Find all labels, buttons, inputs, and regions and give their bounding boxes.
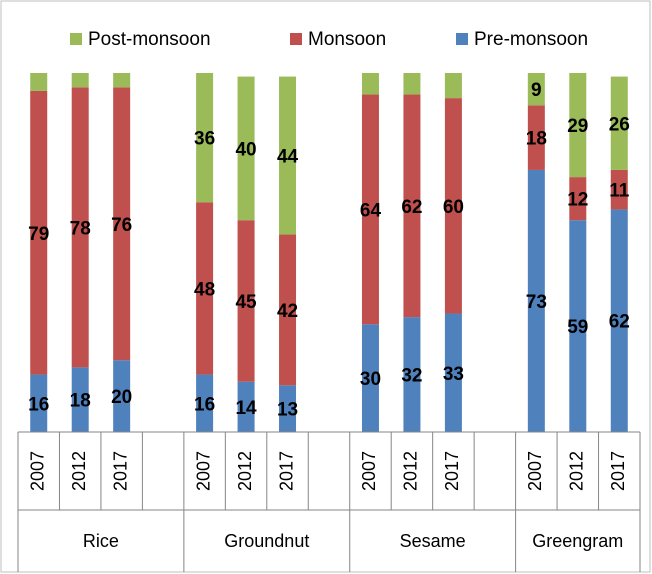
data-label: 40: [235, 139, 256, 160]
data-label: 42: [277, 301, 298, 322]
bar-segment: [113, 73, 131, 88]
legend-swatch: [456, 33, 468, 45]
x-tick-label: 2007: [193, 451, 213, 491]
data-label: 9: [531, 80, 542, 101]
data-label: 62: [609, 312, 630, 333]
data-label: 20: [111, 387, 132, 408]
x-tick-label: 2017: [608, 451, 628, 491]
legend-label: Monsoon: [308, 29, 386, 50]
bar-segment: [237, 76, 255, 221]
bar-segment: [30, 73, 48, 91]
data-label: 64: [360, 200, 382, 221]
data-label: 48: [194, 279, 215, 300]
bar-segment: [444, 98, 462, 314]
data-label: 14: [235, 398, 257, 419]
x-tick-label: 2007: [359, 451, 379, 491]
bar-segment: [569, 73, 587, 178]
legend-swatch: [70, 33, 82, 45]
legend-label: Post-monsoon: [88, 29, 211, 50]
bar-segment: [527, 169, 545, 432]
bar-segment: [569, 220, 587, 432]
group-label: Groundnut: [224, 531, 309, 551]
bar-segment: [361, 324, 379, 432]
bar-segment: [610, 209, 628, 432]
data-label: 44: [277, 147, 299, 168]
bar-segment: [610, 169, 628, 210]
group-label: Rice: [83, 531, 119, 551]
bar-segment: [279, 385, 297, 432]
bar-segment: [113, 360, 131, 432]
bar-segment: [279, 234, 297, 386]
data-label: 29: [567, 116, 588, 137]
group-label: Greengram: [532, 531, 623, 551]
data-label: 13: [277, 400, 298, 421]
data-label: 45: [235, 292, 257, 313]
bar-segment: [71, 367, 89, 432]
data-label: 59: [567, 317, 588, 338]
legend-swatch: [290, 33, 302, 45]
bar-segment: [527, 105, 545, 170]
bar-segment: [30, 90, 48, 375]
bar-segment: [610, 76, 628, 170]
x-tick-label: 2012: [69, 451, 89, 491]
x-tick-label: 2012: [567, 451, 587, 491]
data-label: 78: [70, 218, 91, 239]
data-label: 36: [194, 129, 215, 150]
x-tick-label: 2012: [401, 451, 421, 491]
bar-segment: [279, 76, 297, 235]
bar-segment: [403, 73, 421, 95]
data-label: 60: [443, 197, 464, 218]
legend-label: Pre-monsoon: [474, 29, 588, 50]
data-label: 33: [443, 364, 464, 385]
data-label: 62: [401, 197, 422, 218]
bar-segment: [196, 202, 214, 375]
data-label: 12: [567, 190, 588, 211]
data-label: 16: [194, 394, 215, 415]
x-tick-label: 2007: [525, 451, 545, 491]
x-tick-label: 2012: [235, 451, 255, 491]
group-label: Sesame: [400, 531, 466, 551]
x-tick-label: 2017: [110, 451, 130, 491]
data-label: 73: [526, 292, 547, 313]
data-label: 79: [28, 224, 49, 245]
data-label: 16: [28, 394, 49, 415]
bar-segment: [403, 94, 421, 318]
x-tick-label: 2017: [442, 451, 462, 491]
bar-segment: [527, 73, 545, 106]
data-label: 18: [70, 391, 91, 412]
bar-segment: [196, 73, 214, 203]
bar-segment: [403, 317, 421, 432]
x-tick-label: 2017: [276, 451, 296, 491]
bar-segment: [30, 374, 48, 432]
bar-segment: [361, 94, 379, 325]
bar-segment: [569, 177, 587, 221]
bar-segment: [237, 220, 255, 382]
bar-segment: [444, 313, 462, 432]
bar-segment: [71, 73, 89, 88]
bar-segment: [444, 73, 462, 99]
bar-segment: [113, 87, 131, 361]
data-label: 30: [360, 369, 381, 390]
data-label: 32: [401, 366, 422, 387]
data-label: 11: [609, 181, 630, 202]
data-label: 26: [609, 114, 630, 135]
bar-segment: [361, 73, 379, 95]
bar-segment: [237, 381, 255, 432]
bar-segment: [196, 374, 214, 432]
data-label: 18: [526, 129, 547, 150]
data-label: 76: [111, 215, 132, 236]
x-tick-label: 2007: [27, 451, 47, 491]
bar-segment: [71, 87, 89, 368]
